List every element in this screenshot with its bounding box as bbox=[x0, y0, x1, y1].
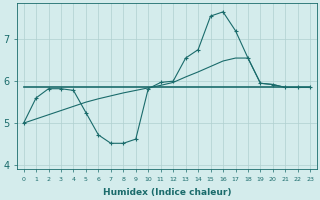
X-axis label: Humidex (Indice chaleur): Humidex (Indice chaleur) bbox=[103, 188, 231, 197]
